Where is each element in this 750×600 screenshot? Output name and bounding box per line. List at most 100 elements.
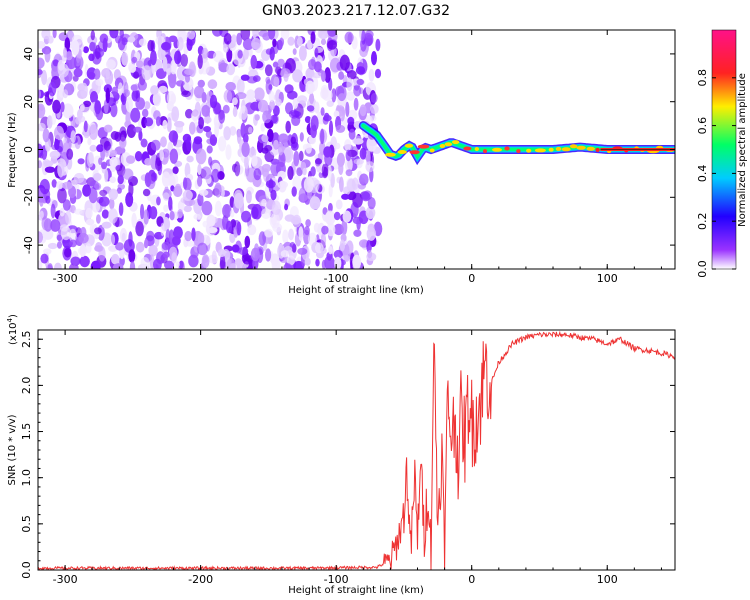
noise-blob [140, 203, 145, 220]
noise-blob [193, 213, 201, 220]
noise-blob [341, 219, 348, 236]
noise-blob [173, 226, 183, 240]
noise-blob [247, 224, 257, 236]
noise-blob [250, 206, 259, 219]
noise-blob [366, 226, 376, 241]
noise-blob [317, 30, 329, 40]
noise-blob [95, 78, 104, 86]
noise-blob [219, 254, 226, 269]
colorbar-tick-label: 0.6 [696, 117, 709, 135]
noise-blob [54, 125, 64, 141]
noise-blob [335, 199, 343, 210]
noise-blob [265, 180, 276, 189]
noise-blob [355, 66, 366, 75]
noise-blob [91, 200, 101, 213]
noise-blob [150, 85, 159, 95]
spectrogram-ytick-label: 20 [22, 95, 35, 109]
noise-blob [179, 31, 189, 39]
noise-blob [69, 239, 77, 248]
noise-blob [280, 30, 290, 40]
signal-peak [409, 150, 420, 155]
noise-blob [115, 242, 124, 251]
spectrogram-xtick-label: -200 [188, 272, 213, 285]
noise-blob [79, 244, 86, 257]
noise-blob [142, 188, 151, 197]
signal-peak [576, 145, 586, 150]
noise-blob [162, 192, 170, 201]
noise-blob [52, 99, 61, 114]
noise-blob [364, 30, 374, 39]
noise-blob [42, 128, 50, 143]
noise-blob [38, 41, 46, 49]
noise-blob [324, 112, 330, 120]
noise-blob [258, 231, 266, 246]
noise-blob [192, 109, 199, 117]
noise-blob [201, 254, 210, 268]
noise-blob [126, 155, 136, 164]
noise-blob [202, 220, 209, 228]
noise-blob [103, 140, 112, 151]
noise-blob [174, 183, 182, 195]
noise-blob [260, 123, 266, 132]
noise-blob [306, 39, 313, 50]
noise-blob [298, 226, 304, 242]
noise-blob [111, 86, 119, 96]
signal-peak [561, 147, 571, 152]
noise-blob [80, 226, 87, 239]
noise-blob [344, 139, 352, 151]
noise-blob [208, 156, 213, 166]
noise-blob [79, 255, 90, 268]
noise-blob [333, 211, 341, 221]
noise-blob [39, 210, 44, 219]
noise-blob [250, 247, 260, 262]
noise-blob [88, 187, 98, 204]
noise-blob [80, 103, 85, 112]
noise-blob [347, 116, 355, 126]
signal-peak [586, 146, 595, 151]
noise-blob [315, 258, 320, 267]
noise-blob [131, 212, 137, 228]
noise-blob [85, 243, 92, 254]
noise-blob [60, 226, 72, 241]
noise-blob [326, 100, 334, 107]
noise-blob [326, 222, 336, 237]
noise-blob [119, 227, 128, 243]
noise-blob [298, 150, 304, 162]
spectrogram-xtick-label: -300 [53, 272, 78, 285]
noise-blob [359, 173, 369, 186]
signal-peak [385, 152, 396, 157]
noise-blob [229, 209, 235, 218]
noise-blob [161, 41, 171, 51]
signal-peak [463, 146, 472, 151]
noise-blob [321, 163, 329, 177]
noise-blob [370, 103, 379, 115]
noise-blob [353, 84, 362, 97]
snr-xtick-label: 0 [468, 573, 475, 586]
noise-blob [248, 126, 253, 134]
noise-blob [96, 144, 104, 153]
noise-blob [197, 79, 205, 88]
colorbar-label: Normalized spectral amplitude [737, 73, 748, 227]
noise-blob [375, 38, 381, 52]
noise-blob [335, 124, 346, 133]
noise-blob [171, 252, 177, 264]
noise-blob [135, 241, 145, 253]
noise-blob [105, 69, 110, 80]
noise-blob [197, 54, 203, 69]
noise-blob [353, 229, 362, 237]
snr-ytick-label: 0.0 [20, 561, 33, 579]
noise-blob [292, 97, 299, 109]
noise-blob [104, 168, 109, 183]
noise-blob [203, 116, 212, 124]
noise-blob [328, 120, 334, 137]
noise-blob [236, 221, 242, 236]
snr-ytick-label: 1.5 [20, 423, 33, 441]
noise-blob [297, 247, 308, 255]
noise-blob [143, 209, 149, 225]
noise-blob [342, 74, 348, 84]
noise-blob [214, 182, 222, 198]
noise-blob [201, 104, 211, 117]
signal-peak [504, 146, 510, 151]
noise-blob [93, 47, 105, 58]
noise-blob [353, 138, 364, 145]
